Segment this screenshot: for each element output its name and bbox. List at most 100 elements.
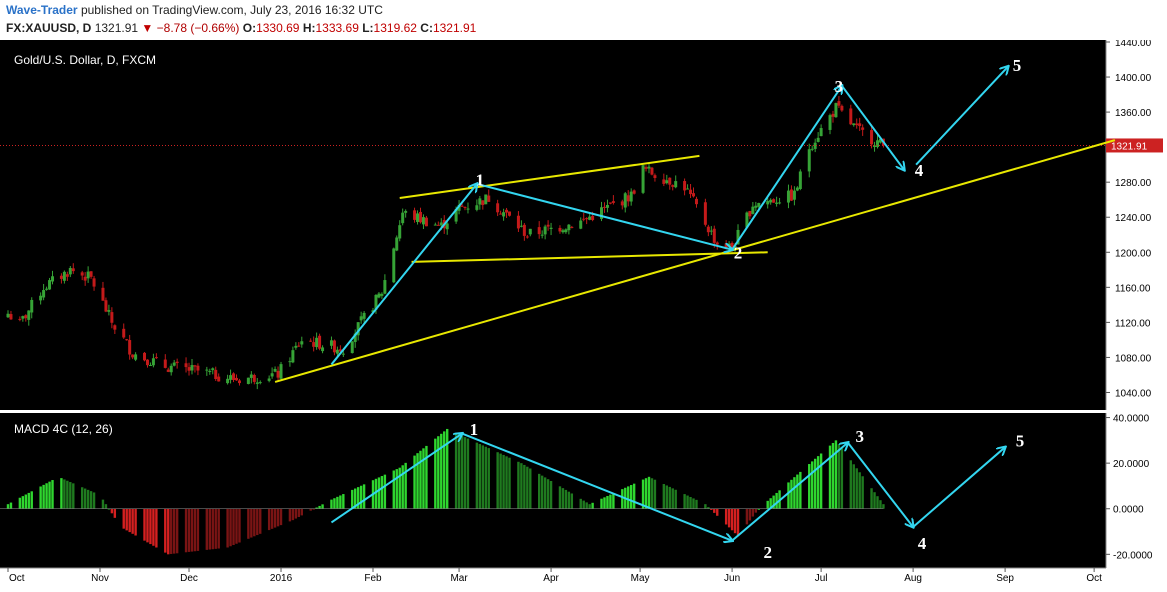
macd-pane[interactable]: 40.0000 20.0000 0.0000 -20.0000 MACD 4C (12,… xyxy=(0,413,1167,568)
trendline[interactable] xyxy=(411,251,768,263)
candle[interactable] xyxy=(840,104,844,112)
candle[interactable] xyxy=(463,206,467,211)
candle[interactable] xyxy=(226,374,230,385)
candle[interactable] xyxy=(751,202,755,215)
candle[interactable] xyxy=(528,228,532,237)
candle[interactable] xyxy=(549,222,553,236)
candle[interactable] xyxy=(861,124,865,136)
candle[interactable] xyxy=(629,188,633,206)
candle[interactable] xyxy=(540,230,544,239)
candle[interactable] xyxy=(754,201,758,212)
candle[interactable] xyxy=(297,342,301,347)
candle[interactable] xyxy=(258,380,262,385)
candle[interactable] xyxy=(291,346,295,364)
candle[interactable] xyxy=(359,311,363,324)
candle[interactable] xyxy=(466,202,470,214)
candle[interactable] xyxy=(546,220,550,231)
trendline[interactable] xyxy=(274,139,1116,383)
candle[interactable] xyxy=(169,363,173,376)
candle[interactable] xyxy=(807,143,811,178)
candle[interactable] xyxy=(858,117,862,131)
macd-wave-arrow[interactable] xyxy=(330,434,462,524)
candle[interactable] xyxy=(101,281,105,301)
candle[interactable] xyxy=(321,345,325,354)
candle[interactable] xyxy=(208,368,212,375)
price-wave-arrow[interactable] xyxy=(476,182,732,250)
candle[interactable] xyxy=(703,198,707,227)
candle[interactable] xyxy=(125,338,129,341)
candle[interactable] xyxy=(65,271,69,281)
candle[interactable] xyxy=(172,359,176,367)
candle[interactable] xyxy=(398,220,402,242)
candle[interactable] xyxy=(187,362,191,376)
candle[interactable] xyxy=(6,310,10,318)
candle[interactable] xyxy=(828,113,832,135)
candle[interactable] xyxy=(570,225,574,229)
candle[interactable] xyxy=(252,373,256,385)
candle[interactable] xyxy=(772,198,776,203)
candle[interactable] xyxy=(86,266,90,283)
candle[interactable] xyxy=(424,215,428,227)
candle[interactable] xyxy=(671,184,675,191)
candle[interactable] xyxy=(602,202,606,213)
candle[interactable] xyxy=(816,132,820,143)
candle[interactable] xyxy=(59,273,63,284)
candle[interactable] xyxy=(273,366,277,373)
candle[interactable] xyxy=(68,266,72,278)
candle[interactable] xyxy=(564,228,568,234)
candle[interactable] xyxy=(383,274,387,295)
candle[interactable] xyxy=(193,364,197,373)
candle[interactable] xyxy=(605,199,609,213)
candle[interactable] xyxy=(626,190,630,207)
candle[interactable] xyxy=(9,310,13,320)
candle[interactable] xyxy=(683,178,687,196)
candle[interactable] xyxy=(104,297,108,313)
candle[interactable] xyxy=(481,200,485,210)
candle[interactable] xyxy=(689,183,693,198)
candle[interactable] xyxy=(585,217,589,225)
candle[interactable] xyxy=(445,221,449,235)
candle[interactable] xyxy=(668,177,672,190)
candle[interactable] xyxy=(395,235,399,252)
macd-wave-arrow[interactable] xyxy=(912,447,1005,528)
candle[interactable] xyxy=(83,272,87,286)
candle[interactable] xyxy=(561,228,565,234)
candle[interactable] xyxy=(875,134,879,149)
candle[interactable] xyxy=(623,191,627,213)
candle[interactable] xyxy=(145,359,149,368)
candle[interactable] xyxy=(522,223,526,241)
candle[interactable] xyxy=(42,283,46,301)
candle[interactable] xyxy=(196,363,200,376)
candle[interactable] xyxy=(350,341,354,354)
candle[interactable] xyxy=(837,96,841,109)
candle[interactable] xyxy=(175,358,179,369)
candle[interactable] xyxy=(27,310,31,326)
candle[interactable] xyxy=(579,217,583,230)
candle[interactable] xyxy=(148,362,152,367)
candle[interactable] xyxy=(294,342,298,350)
candle[interactable] xyxy=(24,314,28,322)
candle[interactable] xyxy=(270,367,274,379)
candle[interactable] xyxy=(694,196,698,208)
candle[interactable] xyxy=(632,189,636,195)
candle[interactable] xyxy=(154,353,158,359)
candle[interactable] xyxy=(769,198,773,205)
author-link[interactable]: Wave-Trader xyxy=(6,3,78,17)
candle[interactable] xyxy=(315,332,319,350)
candle[interactable] xyxy=(647,163,651,174)
candle[interactable] xyxy=(131,354,135,360)
candle[interactable] xyxy=(786,184,790,209)
candle[interactable] xyxy=(686,184,690,190)
candle[interactable] xyxy=(377,292,381,299)
candle[interactable] xyxy=(834,102,838,118)
candle[interactable] xyxy=(873,141,877,152)
candle[interactable] xyxy=(662,173,666,187)
price-wave-arrow[interactable] xyxy=(330,184,476,366)
candle[interactable] xyxy=(508,211,512,217)
candle[interactable] xyxy=(525,234,529,239)
candle[interactable] xyxy=(80,270,84,281)
candle[interactable] xyxy=(418,207,422,224)
candle[interactable] xyxy=(653,173,657,182)
candle[interactable] xyxy=(166,367,170,373)
candle[interactable] xyxy=(665,174,669,185)
